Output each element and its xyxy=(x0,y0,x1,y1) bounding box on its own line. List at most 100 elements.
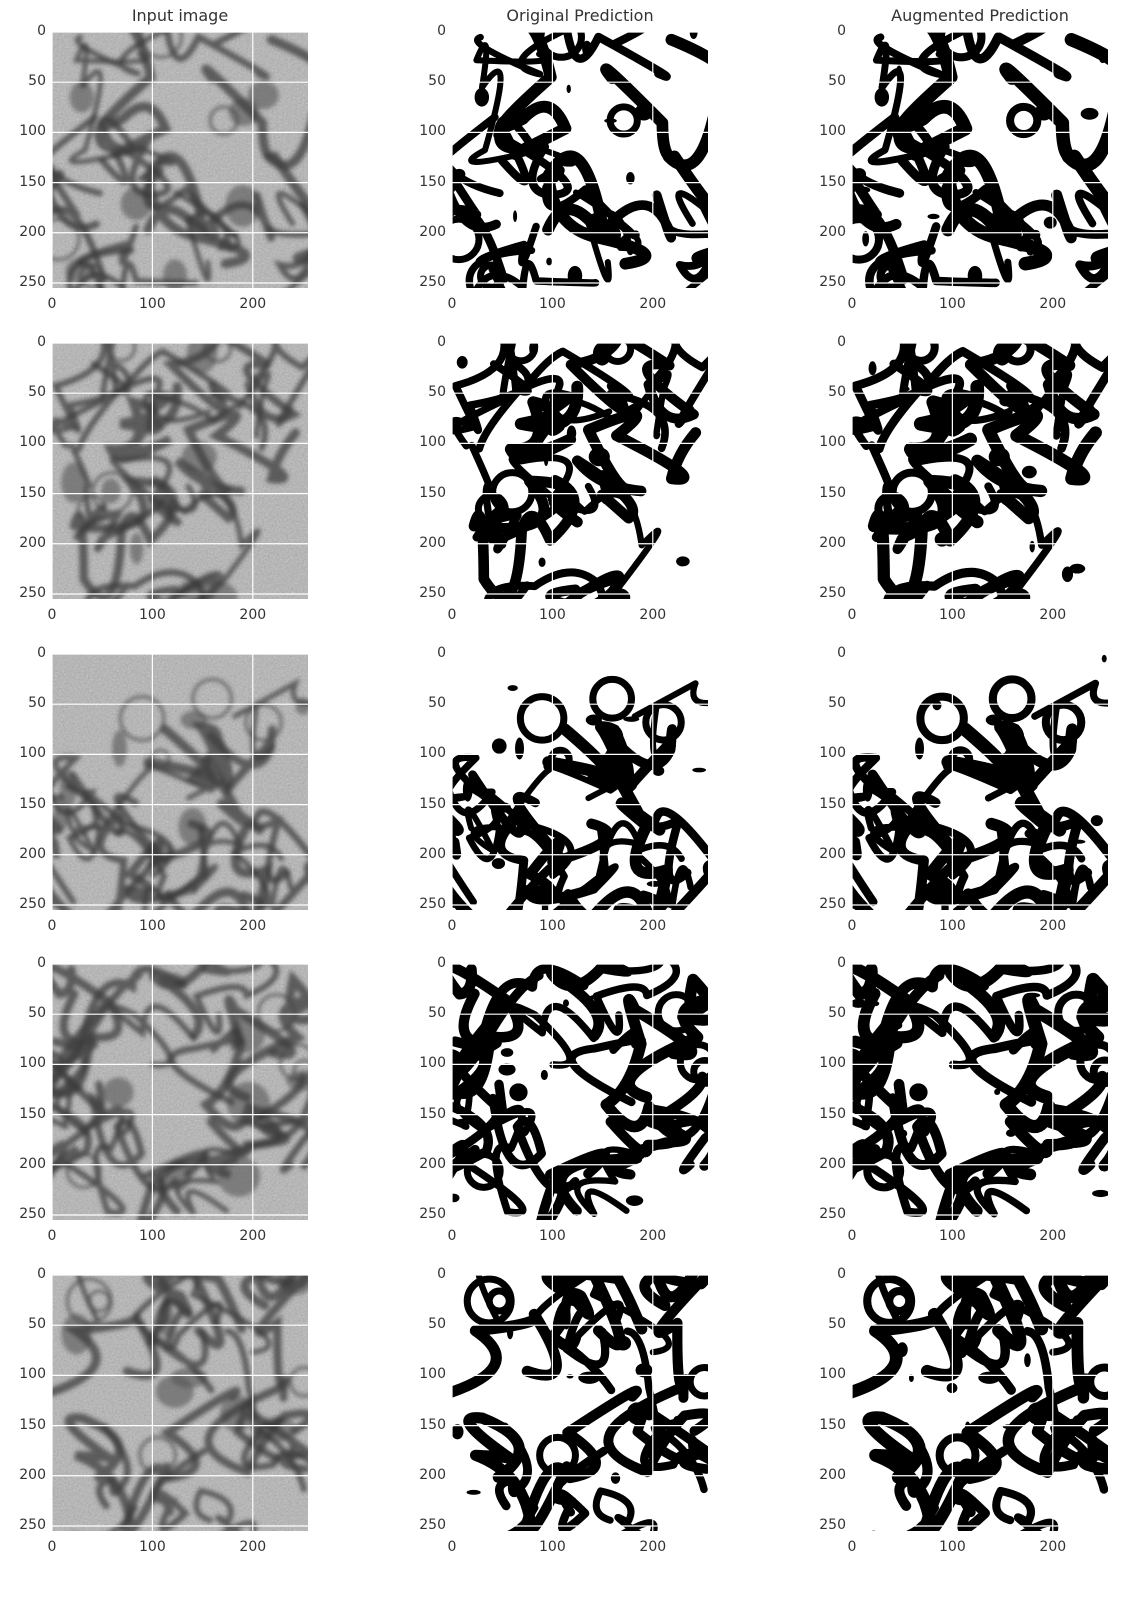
ytick-label: 0 xyxy=(37,1266,46,1282)
xtick-label: 0 xyxy=(447,1539,457,1555)
ytick-label: 100 xyxy=(819,123,846,140)
augmented-image-r3 xyxy=(852,654,1108,910)
ytick-label: 100 xyxy=(19,745,46,762)
xtick-label: 0 xyxy=(47,296,57,312)
xtick-label: 100 xyxy=(939,296,966,312)
original-image-r5 xyxy=(452,1275,708,1531)
ytick-label: 50 xyxy=(828,1005,846,1022)
ytick-label: 100 xyxy=(19,1055,46,1072)
ytick-label: 250 xyxy=(19,273,46,290)
ytick-label: 50 xyxy=(828,384,846,401)
ytick-label: 250 xyxy=(819,1205,846,1222)
ytick-label: 200 xyxy=(19,223,46,240)
ytick-label: 0 xyxy=(437,955,446,971)
xtick-label: 200 xyxy=(239,296,267,312)
ytick-label: 250 xyxy=(819,1516,846,1533)
title-original-prediction: Original Prediction xyxy=(506,6,654,25)
xtick-label: 100 xyxy=(939,918,966,934)
xtick-label: 200 xyxy=(639,918,667,934)
ytick-label: 250 xyxy=(19,1516,46,1533)
xtick-label: 100 xyxy=(139,918,166,934)
ytick-label: 0 xyxy=(37,645,46,661)
ytick-label: 250 xyxy=(419,584,446,601)
ytick-label: 250 xyxy=(419,1516,446,1533)
ytick-label: 200 xyxy=(19,534,46,551)
ytick-label: 150 xyxy=(19,1416,46,1433)
ytick-label: 50 xyxy=(28,695,46,712)
ytick-label: 100 xyxy=(419,1055,446,1072)
xtick-label: 100 xyxy=(939,607,966,623)
ytick-label: 150 xyxy=(819,484,846,501)
title-input-image: Input image xyxy=(131,6,229,25)
ytick-label: 200 xyxy=(819,1155,846,1172)
ytick-label: 250 xyxy=(419,273,446,290)
ytick-label: 200 xyxy=(19,1466,46,1483)
ytick-label: 100 xyxy=(819,745,846,762)
xtick-label: 100 xyxy=(139,607,166,623)
ytick-label: 150 xyxy=(819,795,846,812)
xtick-label: 0 xyxy=(47,1228,57,1244)
ytick-label: 150 xyxy=(819,1105,846,1122)
input-image-r3 xyxy=(52,654,308,910)
ytick-label: 100 xyxy=(419,745,446,762)
xtick-label: 0 xyxy=(447,1228,457,1244)
ytick-label: 50 xyxy=(428,695,446,712)
ytick-label: 150 xyxy=(19,484,46,501)
ytick-label: 150 xyxy=(819,173,846,190)
xtick-label: 200 xyxy=(239,607,267,623)
ytick-label: 0 xyxy=(837,645,846,661)
ytick-label: 200 xyxy=(819,223,846,240)
ytick-label: 250 xyxy=(819,273,846,290)
ytick-label: 150 xyxy=(419,484,446,501)
xtick-label: 0 xyxy=(447,918,457,934)
xtick-label: 200 xyxy=(1039,296,1067,312)
augmented-image-r2 xyxy=(852,343,1108,599)
ytick-label: 100 xyxy=(19,434,46,451)
ytick-label: 200 xyxy=(19,1155,46,1172)
ytick-label: 50 xyxy=(28,384,46,401)
ytick-label: 100 xyxy=(19,1366,46,1383)
xtick-label: 200 xyxy=(1039,1539,1067,1555)
ytick-label: 150 xyxy=(419,1416,446,1433)
ytick-label: 200 xyxy=(819,534,846,551)
xtick-label: 100 xyxy=(539,1539,566,1555)
xtick-label: 200 xyxy=(1039,607,1067,623)
xtick-label: 0 xyxy=(847,296,857,312)
xtick-label: 100 xyxy=(939,1228,966,1244)
xtick-label: 0 xyxy=(847,607,857,623)
xtick-label: 100 xyxy=(139,296,166,312)
xtick-label: 200 xyxy=(639,1539,667,1555)
ytick-label: 250 xyxy=(19,895,46,912)
ytick-label: 100 xyxy=(419,123,446,140)
ytick-label: 50 xyxy=(828,695,846,712)
ytick-label: 200 xyxy=(819,845,846,862)
xtick-label: 200 xyxy=(639,607,667,623)
xtick-label: 0 xyxy=(47,918,57,934)
original-image-r2 xyxy=(452,343,708,599)
augmented-image-r1 xyxy=(852,32,1108,288)
ytick-label: 150 xyxy=(19,795,46,812)
ytick-label: 250 xyxy=(419,1205,446,1222)
ytick-label: 200 xyxy=(419,1155,446,1172)
xtick-label: 0 xyxy=(847,918,857,934)
original-image-r4 xyxy=(452,964,708,1220)
ytick-label: 100 xyxy=(819,434,846,451)
xtick-label: 200 xyxy=(639,296,667,312)
ytick-label: 50 xyxy=(428,1005,446,1022)
input-image-r2 xyxy=(52,343,308,599)
augmented-image-r5 xyxy=(852,1275,1108,1531)
ytick-label: 150 xyxy=(419,795,446,812)
xtick-label: 0 xyxy=(47,607,57,623)
xtick-label: 100 xyxy=(539,1228,566,1244)
ytick-label: 0 xyxy=(837,1266,846,1282)
ytick-label: 200 xyxy=(419,1466,446,1483)
ytick-label: 250 xyxy=(19,1205,46,1222)
augmented-image-r4 xyxy=(852,964,1108,1220)
ytick-label: 150 xyxy=(819,1416,846,1433)
xtick-label: 100 xyxy=(539,918,566,934)
ytick-label: 0 xyxy=(437,645,446,661)
ytick-label: 200 xyxy=(419,845,446,862)
xtick-label: 200 xyxy=(639,1228,667,1244)
ytick-label: 200 xyxy=(819,1466,846,1483)
ytick-label: 100 xyxy=(819,1366,846,1383)
